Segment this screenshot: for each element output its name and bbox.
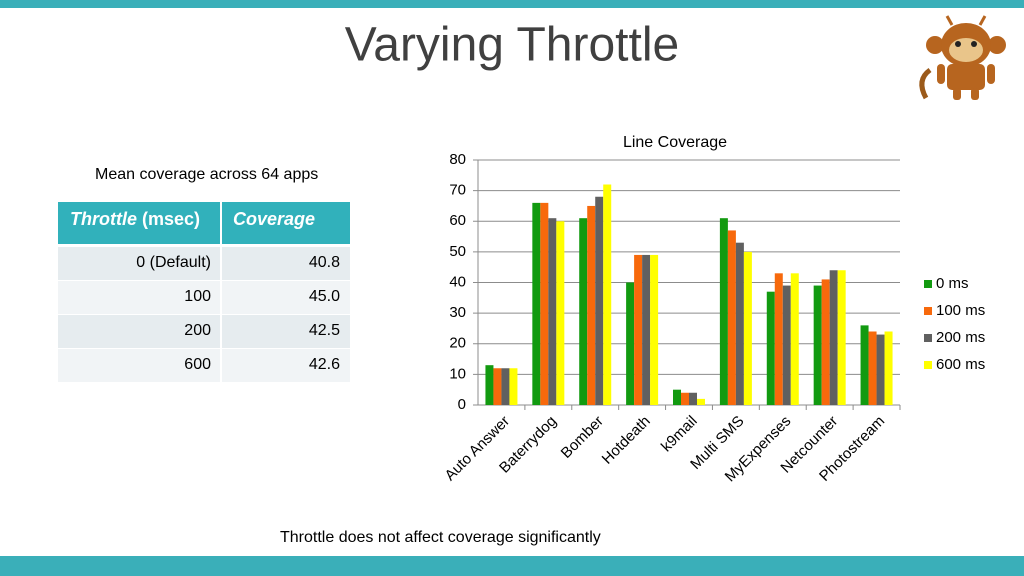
y-tick-label: 0 (458, 396, 466, 413)
bar (790, 273, 799, 405)
legend-swatch (924, 280, 932, 288)
table-row (58, 349, 350, 382)
bar (579, 218, 588, 405)
bar (493, 368, 502, 405)
bar (673, 389, 681, 405)
header-unit: (msec) (142, 209, 200, 229)
table-cell: 42.5 (309, 322, 340, 339)
bar (650, 254, 659, 405)
y-tick-label: 40 (449, 273, 466, 290)
table-cell: 42.6 (309, 356, 340, 373)
bar (719, 218, 728, 405)
header-emph: Throttle (70, 209, 137, 229)
bottom-band (0, 556, 1024, 576)
legend-label: 100 ms (936, 302, 985, 319)
y-tick-label: 20 (449, 335, 466, 352)
bar (540, 202, 549, 405)
footer-note: Throttle does not affect coverage signif… (280, 529, 601, 546)
bar (813, 285, 822, 405)
legend-swatch (924, 361, 932, 369)
bar (681, 392, 689, 405)
bar (837, 270, 846, 405)
bar (821, 279, 830, 405)
bar (626, 282, 635, 405)
bar (509, 368, 518, 405)
y-tick-label: 50 (449, 243, 466, 260)
table-cell: 600 (184, 356, 211, 373)
header-cell: Throttle (msec) (70, 209, 200, 229)
legend-label: 200 ms (936, 329, 985, 346)
bar (595, 196, 604, 405)
x-tick-label: k9mail (658, 413, 701, 456)
legend-swatch (924, 334, 932, 342)
x-tick-label: Hotdeath (599, 413, 654, 468)
bar (485, 365, 494, 405)
top-band (0, 0, 1024, 8)
legend-label: 0 ms (936, 275, 969, 292)
bar (697, 398, 705, 405)
bar (868, 331, 877, 405)
slide-title: Varying Throttle (345, 19, 679, 72)
bar (743, 251, 752, 405)
chart-title: Line Coverage (623, 134, 727, 151)
y-tick-label: 70 (449, 182, 466, 199)
y-tick-label: 10 (449, 365, 466, 382)
bar (501, 368, 510, 405)
x-tick-label: Auto Answer (442, 413, 514, 485)
table-row (58, 315, 350, 348)
bar (735, 242, 744, 405)
legend-label: 600 ms (936, 356, 985, 373)
bar (532, 202, 541, 405)
monkey-logo (919, 15, 1006, 100)
table-cell: 0 (Default) (136, 254, 211, 271)
bar (727, 230, 736, 405)
table-cell: 40.8 (309, 254, 340, 271)
legend-swatch (924, 307, 932, 315)
bar (829, 270, 838, 405)
bar (860, 325, 869, 405)
bar (689, 392, 697, 405)
table-cell: 100 (184, 288, 211, 305)
bar (587, 205, 596, 405)
table-row (58, 281, 350, 314)
bar (782, 285, 791, 405)
table-row (58, 247, 350, 280)
header-cell: Coverage (233, 209, 315, 229)
bar (876, 334, 885, 405)
table-caption: Mean coverage across 64 apps (95, 166, 318, 183)
bar (603, 184, 612, 405)
table-cell: 200 (184, 322, 211, 339)
table-header (58, 202, 350, 244)
bar (766, 291, 775, 405)
bar (556, 221, 565, 405)
bar (884, 331, 893, 405)
bar (634, 254, 643, 405)
bar (548, 218, 557, 405)
y-tick-label: 60 (449, 212, 466, 229)
bar (774, 273, 783, 405)
table-cell: 45.0 (309, 288, 340, 305)
y-tick-label: 30 (449, 304, 466, 321)
y-tick-label: 80 (449, 151, 466, 168)
bar (642, 254, 651, 405)
